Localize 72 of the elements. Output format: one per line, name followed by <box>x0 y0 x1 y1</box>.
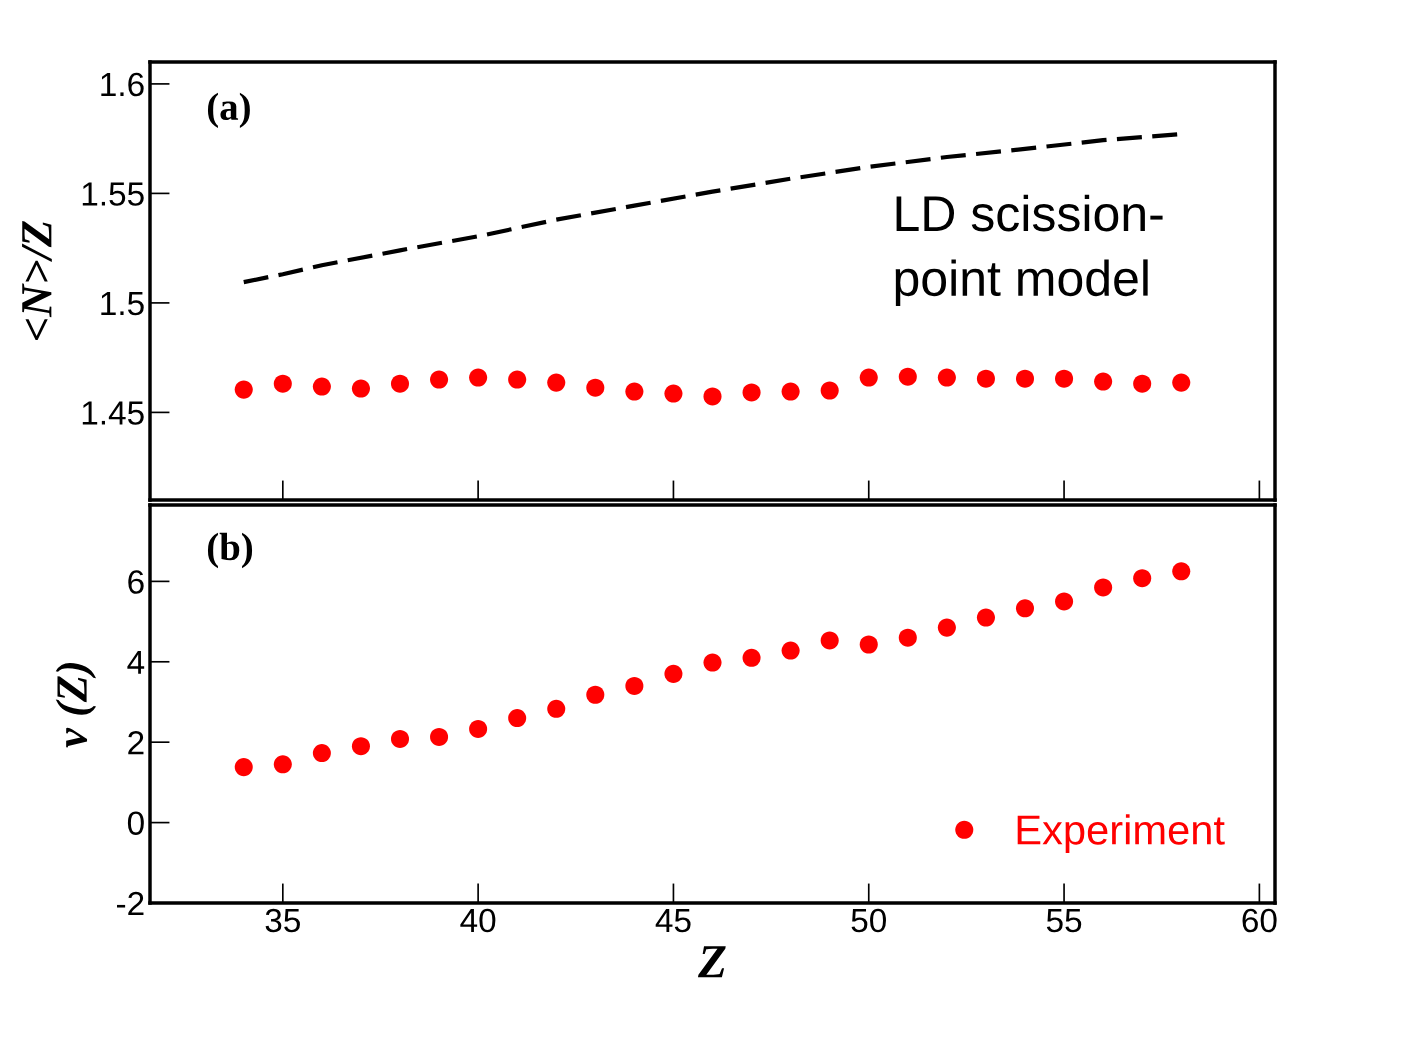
point <box>390 374 410 393</box>
point <box>781 382 800 401</box>
point <box>547 699 566 718</box>
x-tick-label: 35 <box>265 908 300 933</box>
point <box>508 370 527 389</box>
y-tick-label: -2 <box>116 891 144 916</box>
y-tick-label: 1.6 <box>101 72 144 97</box>
point <box>234 380 253 399</box>
point <box>703 653 722 672</box>
point <box>625 382 644 401</box>
y-axis-title: <N>/Z <box>22 221 52 340</box>
point <box>586 378 605 397</box>
point <box>469 719 488 738</box>
point <box>351 379 370 398</box>
y-tick-label: 1.5 <box>101 292 144 316</box>
x-tick-label: 55 <box>1046 909 1082 933</box>
point <box>273 755 292 774</box>
point <box>469 368 488 387</box>
point <box>664 664 683 683</box>
point <box>547 373 566 392</box>
point <box>1015 369 1035 388</box>
point <box>351 737 370 756</box>
point <box>1094 372 1113 391</box>
x-tick-label: 40 <box>460 908 496 933</box>
point <box>390 729 410 748</box>
point <box>273 374 292 393</box>
y-tick-label: 1.45 <box>82 401 144 425</box>
point <box>976 369 995 388</box>
y-tick-label: 2 <box>128 730 144 755</box>
point <box>976 608 995 627</box>
point <box>1172 562 1191 581</box>
y-tick-label: 0 <box>127 811 144 835</box>
legend-label: Experiment <box>1017 814 1225 853</box>
point <box>1133 374 1152 393</box>
point <box>586 685 605 704</box>
point <box>898 628 917 647</box>
point <box>742 383 761 402</box>
point <box>742 648 761 667</box>
x-tick-label: 50 <box>851 908 886 933</box>
point <box>1094 578 1113 597</box>
y-tick-label: 4 <box>127 650 145 674</box>
annotation: (a) <box>207 92 250 128</box>
point <box>1055 592 1074 611</box>
y-tick-label: 6 <box>128 570 144 594</box>
point <box>820 381 839 400</box>
x-tick-label: 60 <box>1242 908 1277 933</box>
x-axis-title: Z <box>697 946 726 978</box>
point <box>1015 599 1035 618</box>
point <box>664 384 683 403</box>
point <box>937 368 956 387</box>
point <box>859 368 878 387</box>
point <box>430 370 449 389</box>
annotation: (b) <box>207 532 253 569</box>
y-axis-title: ν (Z) <box>55 663 97 748</box>
point <box>430 727 449 746</box>
x-tick-label: 45 <box>655 909 691 933</box>
point <box>625 676 644 695</box>
point <box>508 709 527 728</box>
point <box>1133 569 1152 588</box>
point <box>703 387 722 406</box>
point <box>312 744 331 763</box>
point <box>937 618 956 637</box>
point <box>1055 369 1074 388</box>
point <box>781 641 800 660</box>
annotation: LD scission- point model <box>895 194 1163 307</box>
point <box>898 367 917 386</box>
point <box>312 377 331 396</box>
point <box>234 758 253 777</box>
y-tick-label: 1.55 <box>82 182 144 206</box>
point <box>859 635 878 654</box>
point <box>820 631 839 650</box>
point <box>1172 373 1191 392</box>
